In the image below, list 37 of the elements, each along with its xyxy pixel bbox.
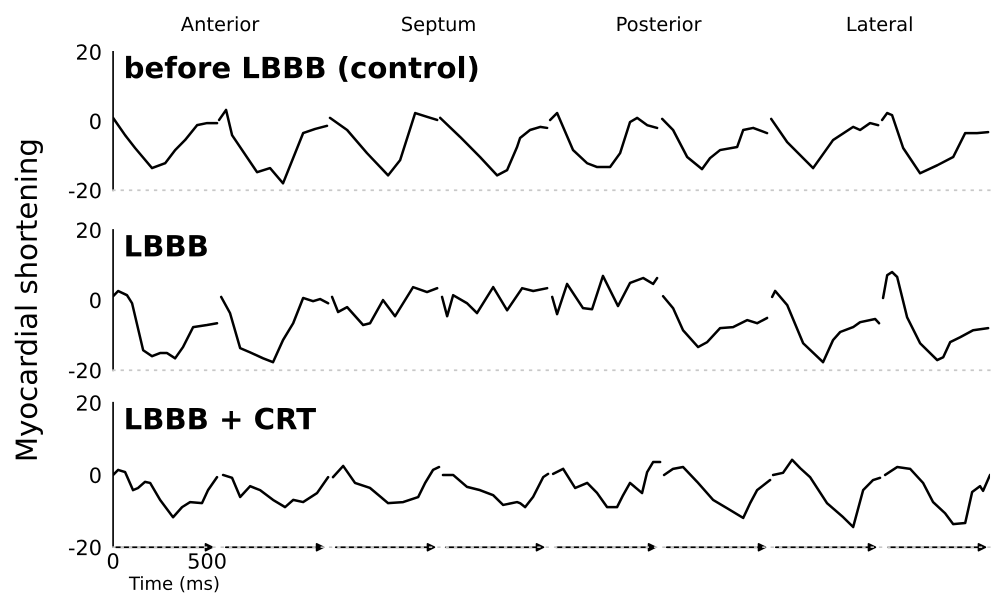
line-series: [550, 274, 658, 316]
line-series: [442, 472, 550, 508]
text: Lateral: [848, 16, 912, 32]
x-tick-label: 500: [188, 553, 226, 569]
line-series: [772, 458, 882, 528]
line-series: [548, 112, 658, 168]
y-tick-label: 0: [90, 292, 101, 308]
line-series: [662, 294, 768, 348]
line-series: [332, 464, 440, 504]
y-tick-label: -20: [68, 362, 101, 378]
x-axis-title: Time (ms): [128, 576, 218, 592]
text: Posterior: [618, 16, 702, 32]
line-series: [220, 296, 330, 364]
line-series: [660, 118, 768, 170]
text: Anterior: [180, 16, 260, 32]
line-series: [884, 466, 990, 526]
line-series: [662, 466, 772, 520]
y-tick-label: 0: [90, 467, 101, 484]
text: Septum: [402, 16, 475, 36]
chart-title: before LBBB (control): [126, 56, 478, 82]
chart-title: LBBB + CRT: [126, 408, 316, 430]
line-series: [882, 270, 990, 362]
line-series: [222, 474, 330, 508]
line-series: [440, 286, 548, 318]
y-axis-title: Myocardial shortening: [14, 140, 43, 460]
y-tick-label: -20: [68, 182, 101, 198]
y-tick-label: 20: [76, 222, 101, 238]
chart-title: LBBB: [126, 235, 207, 256]
line-series: [880, 112, 990, 175]
line-series: [552, 460, 662, 508]
y-tick-label: 0: [90, 113, 101, 130]
y-tick-label: 20: [76, 44, 101, 60]
line-series: [330, 286, 438, 326]
y-tick-label: 20: [76, 395, 101, 411]
line-series: [770, 118, 880, 170]
line-series: [770, 290, 880, 364]
y-tick-label: -20: [68, 540, 101, 556]
